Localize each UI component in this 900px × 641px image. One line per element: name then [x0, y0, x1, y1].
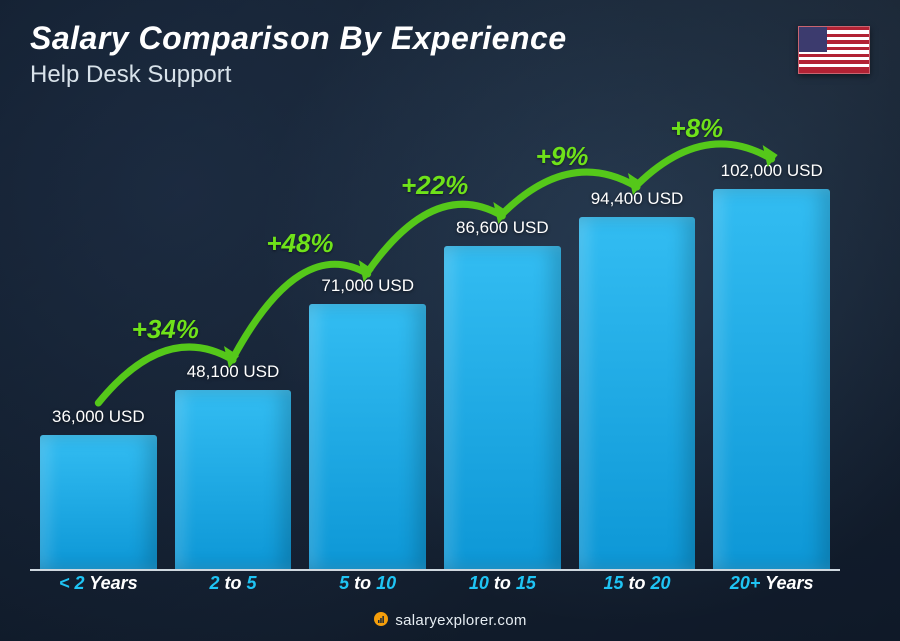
bar: 102,000 USD — [713, 189, 830, 569]
x-axis-label: < 2 Years — [40, 573, 157, 601]
x-axis-label: 20+ Years — [713, 573, 830, 601]
bar-wrap: 94,400 USD — [579, 217, 696, 569]
x-axis-labels: < 2 Years 2 to 5 5 to 10 10 to 15 15 to 20 20… — [30, 573, 840, 601]
bar: 48,100 USD — [175, 390, 292, 569]
bar-wrap: 86,600 USD — [444, 246, 561, 569]
bar: 71,000 USD — [309, 304, 426, 569]
footer: salaryexplorer.com — [0, 611, 900, 631]
bar-chart: 36,000 USD48,100 USD71,000 USD86,600 USD… — [30, 120, 840, 571]
bar-wrap: 48,100 USD — [175, 390, 292, 569]
x-axis-label: 5 to 10 — [309, 573, 426, 601]
logo-icon — [373, 611, 389, 631]
page-title: Salary Comparison By Experience — [30, 20, 567, 57]
bar-wrap: 102,000 USD — [713, 189, 830, 569]
x-axis-label: 15 to 20 — [579, 573, 696, 601]
bar: 94,400 USD — [579, 217, 696, 569]
bar-wrap: 36,000 USD — [40, 435, 157, 569]
bar-value-label: 94,400 USD — [591, 189, 684, 209]
bar-value-label: 48,100 USD — [187, 362, 280, 382]
title-block: Salary Comparison By Experience Help Des… — [30, 20, 567, 89]
bar-wrap: 71,000 USD — [309, 304, 426, 569]
footer-site: salaryexplorer.com — [395, 612, 526, 629]
infographic-stage: Salary Comparison By Experience Help Des… — [0, 0, 900, 641]
bar: 36,000 USD — [40, 435, 157, 569]
bar: 86,600 USD — [444, 246, 561, 569]
x-axis-label: 10 to 15 — [444, 573, 561, 601]
bar-value-label: 71,000 USD — [321, 276, 414, 296]
bar-value-label: 102,000 USD — [721, 161, 823, 181]
bar-value-label: 36,000 USD — [52, 407, 145, 427]
bar-value-label: 86,600 USD — [456, 218, 549, 238]
x-axis-label: 2 to 5 — [175, 573, 292, 601]
page-subtitle: Help Desk Support — [30, 61, 567, 89]
country-flag-us — [798, 26, 870, 74]
bars-container: 36,000 USD48,100 USD71,000 USD86,600 USD… — [30, 120, 840, 569]
